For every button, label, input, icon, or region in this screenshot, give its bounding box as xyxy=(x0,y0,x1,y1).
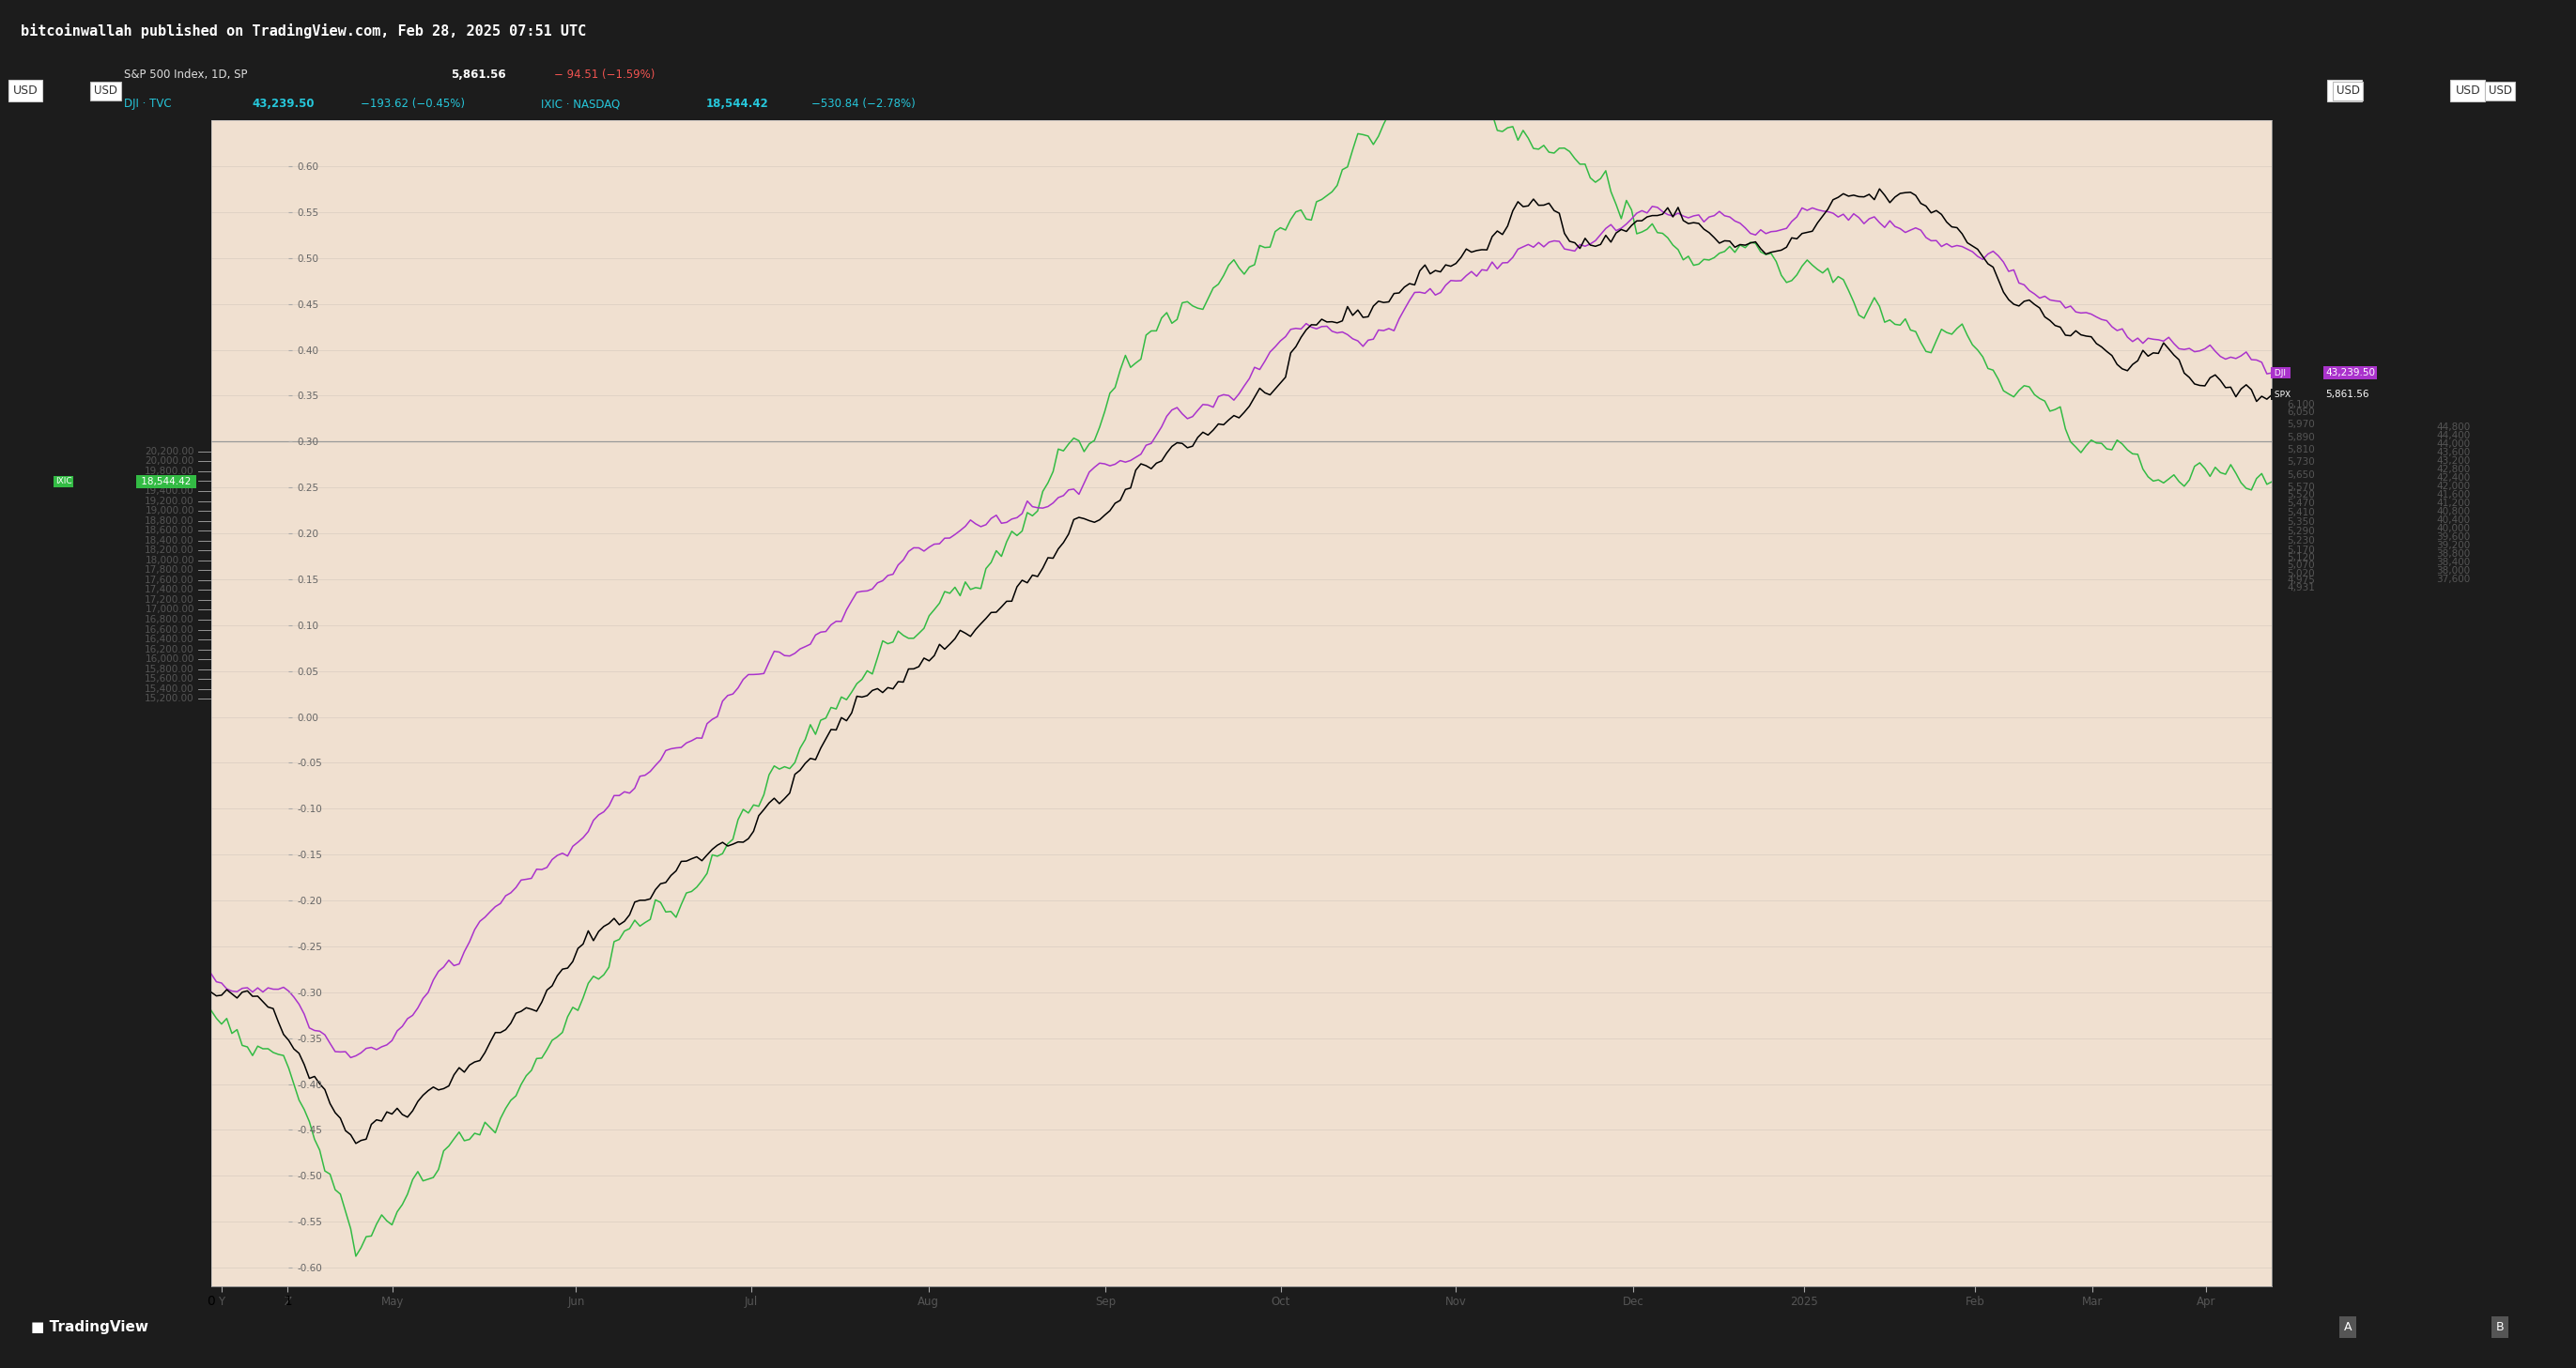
Text: IXIC: IXIC xyxy=(54,477,72,486)
Text: 15,400.00: 15,400.00 xyxy=(144,684,193,694)
Text: ■ TradingView: ■ TradingView xyxy=(31,1320,149,1334)
Text: 19,400.00: 19,400.00 xyxy=(144,487,193,495)
Text: 5,170: 5,170 xyxy=(2287,546,2316,554)
Text: 17,200.00: 17,200.00 xyxy=(144,595,193,605)
Text: SPX: SPX xyxy=(2272,390,2293,399)
Text: 5,810: 5,810 xyxy=(2287,445,2316,454)
Text: −193.62 (−0.45%): −193.62 (−0.45%) xyxy=(361,97,464,109)
Text: 38,000: 38,000 xyxy=(2437,566,2470,576)
Text: 43,200: 43,200 xyxy=(2437,456,2470,465)
Text: 44,400: 44,400 xyxy=(2437,431,2470,440)
Text: A: A xyxy=(2344,1321,2352,1332)
Text: 17,800.00: 17,800.00 xyxy=(144,565,193,575)
Text: USD: USD xyxy=(93,85,118,97)
Text: DJI · TVC: DJI · TVC xyxy=(124,97,170,109)
Text: 4,931: 4,931 xyxy=(2287,583,2316,592)
Text: 5,470: 5,470 xyxy=(2287,498,2316,508)
Text: bitcoinwallah published on TradingView.com, Feb 28, 2025 07:51 UTC: bitcoinwallah published on TradingView.c… xyxy=(21,23,587,38)
Text: B: B xyxy=(2496,1321,2504,1332)
Text: 44,000: 44,000 xyxy=(2437,439,2470,449)
Text: −530.84 (−2.78%): −530.84 (−2.78%) xyxy=(811,97,914,109)
Text: 5,020: 5,020 xyxy=(2287,569,2316,579)
Text: 38,400: 38,400 xyxy=(2437,558,2470,568)
Text: 15,200.00: 15,200.00 xyxy=(144,694,193,703)
Text: 5,730: 5,730 xyxy=(2287,457,2316,466)
Text: 42,000: 42,000 xyxy=(2437,482,2470,491)
Text: IXIC · NASDAQ: IXIC · NASDAQ xyxy=(541,97,621,109)
Text: 41,600: 41,600 xyxy=(2437,490,2470,499)
Text: 18,200.00: 18,200.00 xyxy=(144,546,193,555)
Text: 39,600: 39,600 xyxy=(2437,532,2470,542)
Text: USD: USD xyxy=(2336,85,2360,97)
Text: 17,000.00: 17,000.00 xyxy=(144,605,193,614)
Text: 17,400.00: 17,400.00 xyxy=(144,586,193,595)
Text: 40,800: 40,800 xyxy=(2437,508,2470,517)
Text: 41,200: 41,200 xyxy=(2437,498,2470,508)
Text: 18,400.00: 18,400.00 xyxy=(144,536,193,546)
Text: 5,120: 5,120 xyxy=(2287,553,2316,562)
Text: 6,050: 6,050 xyxy=(2287,408,2316,417)
Text: 16,200.00: 16,200.00 xyxy=(144,644,193,654)
Text: 5,350: 5,350 xyxy=(2287,517,2316,527)
Text: 40,400: 40,400 xyxy=(2437,516,2470,525)
Text: 5,520: 5,520 xyxy=(2287,490,2316,499)
Text: 4,975: 4,975 xyxy=(2287,576,2316,586)
Text: 18,544.42: 18,544.42 xyxy=(139,477,193,487)
Text: 5,861.56: 5,861.56 xyxy=(2326,390,2370,399)
Text: 6,100: 6,100 xyxy=(2287,399,2316,409)
Text: 39,200: 39,200 xyxy=(2437,540,2470,550)
Text: 5,970: 5,970 xyxy=(2287,420,2316,430)
Text: 43,239.50: 43,239.50 xyxy=(2326,368,2375,378)
Text: 15,600.00: 15,600.00 xyxy=(144,674,193,684)
Text: 16,800.00: 16,800.00 xyxy=(144,616,193,624)
Text: 5,290: 5,290 xyxy=(2287,527,2316,536)
Text: 40,000: 40,000 xyxy=(2437,524,2470,534)
Text: USD: USD xyxy=(2488,85,2512,97)
Text: 42,800: 42,800 xyxy=(2437,465,2470,473)
Text: USD: USD xyxy=(13,85,39,97)
Text: 18,600.00: 18,600.00 xyxy=(144,525,193,535)
Text: 17,600.00: 17,600.00 xyxy=(144,576,193,584)
Text: 19,000.00: 19,000.00 xyxy=(144,506,193,516)
Text: 42,400: 42,400 xyxy=(2437,473,2470,483)
Text: 20,000.00: 20,000.00 xyxy=(144,457,193,466)
Text: 16,000.00: 16,000.00 xyxy=(144,655,193,663)
Text: USD: USD xyxy=(2331,85,2357,97)
Text: 5,890: 5,890 xyxy=(2287,432,2316,442)
Text: 5,410: 5,410 xyxy=(2287,508,2316,517)
Text: 20,200.00: 20,200.00 xyxy=(144,447,193,456)
Text: 19,800.00: 19,800.00 xyxy=(144,466,193,476)
Text: 5,861.56: 5,861.56 xyxy=(451,68,505,81)
Text: − 94.51 (−1.59%): − 94.51 (−1.59%) xyxy=(554,68,654,81)
Text: 15,800.00: 15,800.00 xyxy=(144,665,193,674)
Text: USD: USD xyxy=(2455,85,2481,97)
Text: 18,000.00: 18,000.00 xyxy=(144,555,193,565)
Text: 19,200.00: 19,200.00 xyxy=(144,497,193,506)
Text: 5,650: 5,650 xyxy=(2287,471,2316,479)
Text: 43,600: 43,600 xyxy=(2437,447,2470,457)
Text: S&P 500 Index, 1D, SP: S&P 500 Index, 1D, SP xyxy=(124,68,247,81)
Text: 43,239.50: 43,239.50 xyxy=(252,97,314,109)
Text: 19,600.00: 19,600.00 xyxy=(144,476,193,486)
Text: 16,400.00: 16,400.00 xyxy=(144,635,193,644)
Text: 37,600: 37,600 xyxy=(2437,575,2470,584)
Text: 18,544.42: 18,544.42 xyxy=(706,97,768,109)
Text: 18,800.00: 18,800.00 xyxy=(144,516,193,525)
Text: 38,800: 38,800 xyxy=(2437,550,2470,560)
Text: 5,570: 5,570 xyxy=(2287,483,2316,492)
Text: 44,800: 44,800 xyxy=(2437,423,2470,431)
Text: DJI: DJI xyxy=(2272,368,2290,378)
Text: 16,600.00: 16,600.00 xyxy=(144,625,193,635)
Text: 5,070: 5,070 xyxy=(2287,561,2316,570)
Text: 5,230: 5,230 xyxy=(2287,536,2316,546)
